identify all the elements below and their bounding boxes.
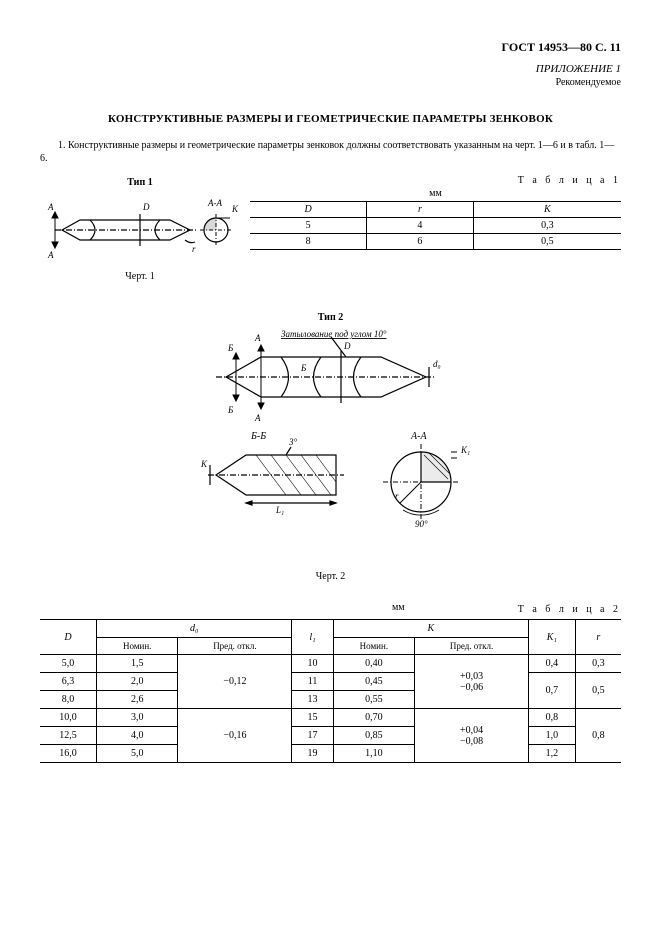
dim-K1: K₁ — [460, 445, 470, 455]
type2-section: Тип 2 — [40, 312, 621, 582]
table-row: 5,0 1,5 −0,12 10 0,40 +0,03 −0,06 0,4 0,… — [40, 655, 621, 673]
dim-K-2: K — [200, 459, 208, 469]
ang-3: 3° — [288, 437, 298, 447]
t2-col-l1: l₁ — [292, 620, 333, 655]
sec-A-bot: A — [47, 250, 54, 260]
figure-1: Тип 1 — [40, 175, 240, 282]
table-1: D r K 5 4 0,3 8 6 0,5 — [250, 201, 621, 250]
sec-A2-top: A — [254, 333, 261, 343]
page-title: КОНСТРУКТИВНЫЕ РАЗМЕРЫ И ГЕОМЕТРИЧЕСКИЕ … — [40, 113, 621, 125]
table-1-block: Т а б л и ц а 1 мм D r K 5 4 0,3 8 6 0,5 — [250, 175, 621, 250]
t2-d0-dev: Пред. откл. — [178, 638, 292, 655]
table1-label: Т а б л и ц а 1 — [250, 175, 621, 186]
table-row: 10,0 3,0 −0,16 15 0,70 +0,04 −0,08 0,8 0… — [40, 709, 621, 727]
dim-r-2: r — [395, 491, 399, 501]
dim-r-1: r — [192, 244, 196, 254]
t1-col-K: K — [473, 202, 621, 218]
annex-block: ПРИЛОЖЕНИЕ 1 Рекомендуемое — [40, 63, 621, 89]
t2-col-K1: K₁ — [529, 620, 576, 655]
dim-D-2: D — [343, 341, 351, 351]
t2-col-r: r — [575, 620, 621, 655]
ang-90: 90° — [415, 519, 428, 529]
sec-BB: Б-Б — [250, 431, 266, 442]
t2-K-nom: Номин. — [333, 638, 414, 655]
table2-label: Т а б л и ц а 2 — [518, 604, 621, 615]
table-2: D d₀ l₁ K K₁ r Номин. Пред. откл. Номин.… — [40, 619, 621, 763]
sec-B-bot: Б — [227, 405, 234, 415]
table-row: 5 4 0,3 — [250, 218, 621, 234]
note-text: Затылование под углом 10° — [281, 329, 387, 339]
t2-col-K: K — [333, 620, 528, 638]
t2-d0-nom: Номин. — [97, 638, 178, 655]
t1-col-r: r — [367, 202, 473, 218]
table-row: 6,3 2,0 11 0,45 0,7 0,5 — [40, 673, 621, 691]
t1-col-D: D — [250, 202, 367, 218]
figure-2: A A Б Б Б D d₀ Затылование под углом 10°… — [171, 327, 491, 582]
dim-L1: L₁ — [275, 505, 284, 515]
type1-label: Тип 1 — [40, 177, 240, 188]
table-row: 16,0 5,0 19 1,10 1,2 — [40, 745, 621, 763]
annex-recommended: Рекомендуемое — [556, 77, 621, 88]
dim-D-1: D — [142, 202, 150, 212]
intro-paragraph: 1. Конструктивные размеры и геометрическ… — [40, 139, 621, 165]
t2-col-d0: d₀ — [97, 620, 292, 638]
fig2-caption: Черт. 2 — [171, 571, 491, 582]
table-row: 12,5 4,0 17 0,85 1,0 — [40, 727, 621, 745]
table2-unit: мм — [279, 602, 518, 613]
table-row: 8 6 0,5 — [250, 234, 621, 250]
type2-label: Тип 2 — [40, 312, 621, 323]
sec-A-top: A — [47, 202, 54, 212]
t2-col-D: D — [40, 620, 97, 655]
standard-header: ГОСТ 14953—80 С. 11 — [40, 40, 621, 55]
sec-B-top: Б — [227, 343, 234, 353]
dim-K-1: K — [231, 204, 239, 214]
sec-B-mid: Б — [300, 363, 307, 373]
annex-title: ПРИЛОЖЕНИЕ 1 — [536, 63, 621, 75]
sec-A2-bot: A — [254, 413, 261, 423]
sec-AA-1: A-A — [207, 198, 222, 208]
dim-d0: d₀ — [433, 359, 441, 369]
fig1-caption: Черт. 1 — [40, 271, 240, 282]
table1-unit: мм — [250, 188, 621, 199]
t2-K-dev: Пред. откл. — [415, 638, 529, 655]
sec-AA-2: A-A — [410, 431, 427, 442]
